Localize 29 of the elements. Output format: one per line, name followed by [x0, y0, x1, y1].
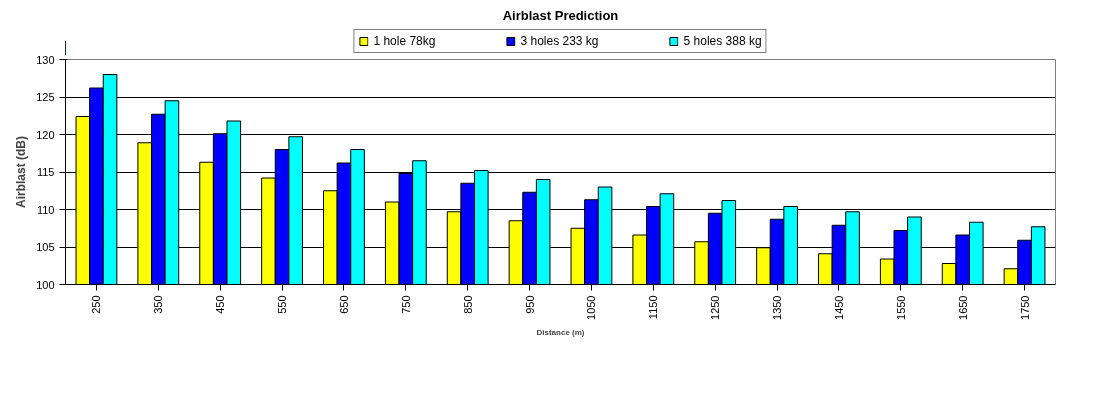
- x-tick-label: 850: [461, 295, 474, 314]
- x-axis-title: Distance (m): [536, 327, 585, 337]
- y-tick-label: 100: [36, 278, 55, 291]
- chart-title: Airblast Prediction: [502, 7, 619, 23]
- y-tick-label: 115: [36, 166, 55, 178]
- x-tick-label: 1050: [585, 295, 598, 320]
- y-tick-label: 110: [36, 203, 55, 216]
- y-tick-label: 130: [36, 53, 55, 66]
- x-tick-label: 1550: [894, 295, 907, 320]
- x-tick-label: 950: [523, 295, 536, 314]
- legend-label: 1 hole 78kg: [373, 34, 436, 48]
- x-tick-label: 1350: [771, 295, 784, 320]
- legend-label: 5 holes 388 kg: [683, 34, 762, 48]
- legend-label: 3 holes 233 kg: [520, 34, 599, 48]
- x-tick-label: 1150: [647, 295, 660, 320]
- x-tick-label: 750: [399, 295, 412, 314]
- x-tick-label: 1650: [956, 295, 969, 320]
- x-tick-label: 450: [214, 295, 227, 314]
- x-tick-label: 350: [152, 295, 165, 314]
- y-tick-label: 120: [36, 128, 55, 141]
- y-tick-label: 105: [36, 241, 55, 253]
- x-tick-label: 1450: [832, 295, 845, 320]
- x-tick-label: 550: [276, 295, 289, 314]
- y-axis-title: Airblast (dB): [14, 136, 29, 208]
- y-tick-label: 125: [36, 91, 55, 103]
- x-tick-label: 250: [90, 295, 103, 314]
- x-tick-label: 1750: [1018, 295, 1031, 320]
- x-tick-label: 1250: [709, 295, 722, 320]
- x-tick-label: 650: [337, 295, 350, 314]
